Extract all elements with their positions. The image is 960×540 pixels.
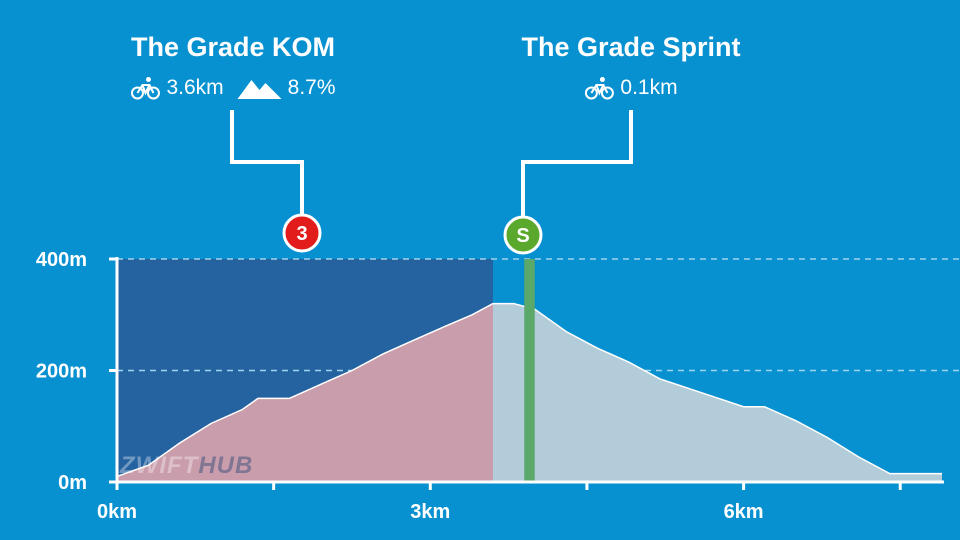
y-tick-label: 400m <box>36 249 87 271</box>
bike-icon <box>584 76 614 100</box>
sprint-segment-bar <box>524 259 535 482</box>
segment-leader-line <box>521 110 633 217</box>
climb-area <box>117 303 493 482</box>
y-tick-label: 200m <box>36 361 87 383</box>
kom-distance: 3.6km <box>166 76 224 99</box>
x-tick-label: 0km <box>97 501 137 523</box>
sprint-segment-stats: 0.1km <box>584 76 678 100</box>
sprint-segment-title: The Grade Sprint <box>521 32 741 62</box>
x-tick-label: 3km <box>410 501 450 523</box>
segment-leader-line <box>230 110 304 215</box>
segment-marker-label: S <box>516 225 529 247</box>
sprint-distance: 0.1km <box>620 76 678 99</box>
kom-segment-title: The Grade KOM <box>130 32 336 62</box>
bike-icon <box>130 76 160 100</box>
y-tick-label: 0m <box>58 472 87 494</box>
segment-marker-label: 3 <box>296 223 307 245</box>
kom-grade: 8.7% <box>287 76 336 99</box>
segment-marker-badge <box>503 215 543 255</box>
elevation-line <box>116 302 942 478</box>
segment-marker-badge <box>282 213 322 253</box>
mountain-icon <box>237 76 282 100</box>
x-tick-label: 6km <box>724 501 764 523</box>
zwifthub-watermark: ZWIFTHUB <box>120 452 254 479</box>
kom-segment-stats: 3.6km 8.7% <box>130 76 336 100</box>
